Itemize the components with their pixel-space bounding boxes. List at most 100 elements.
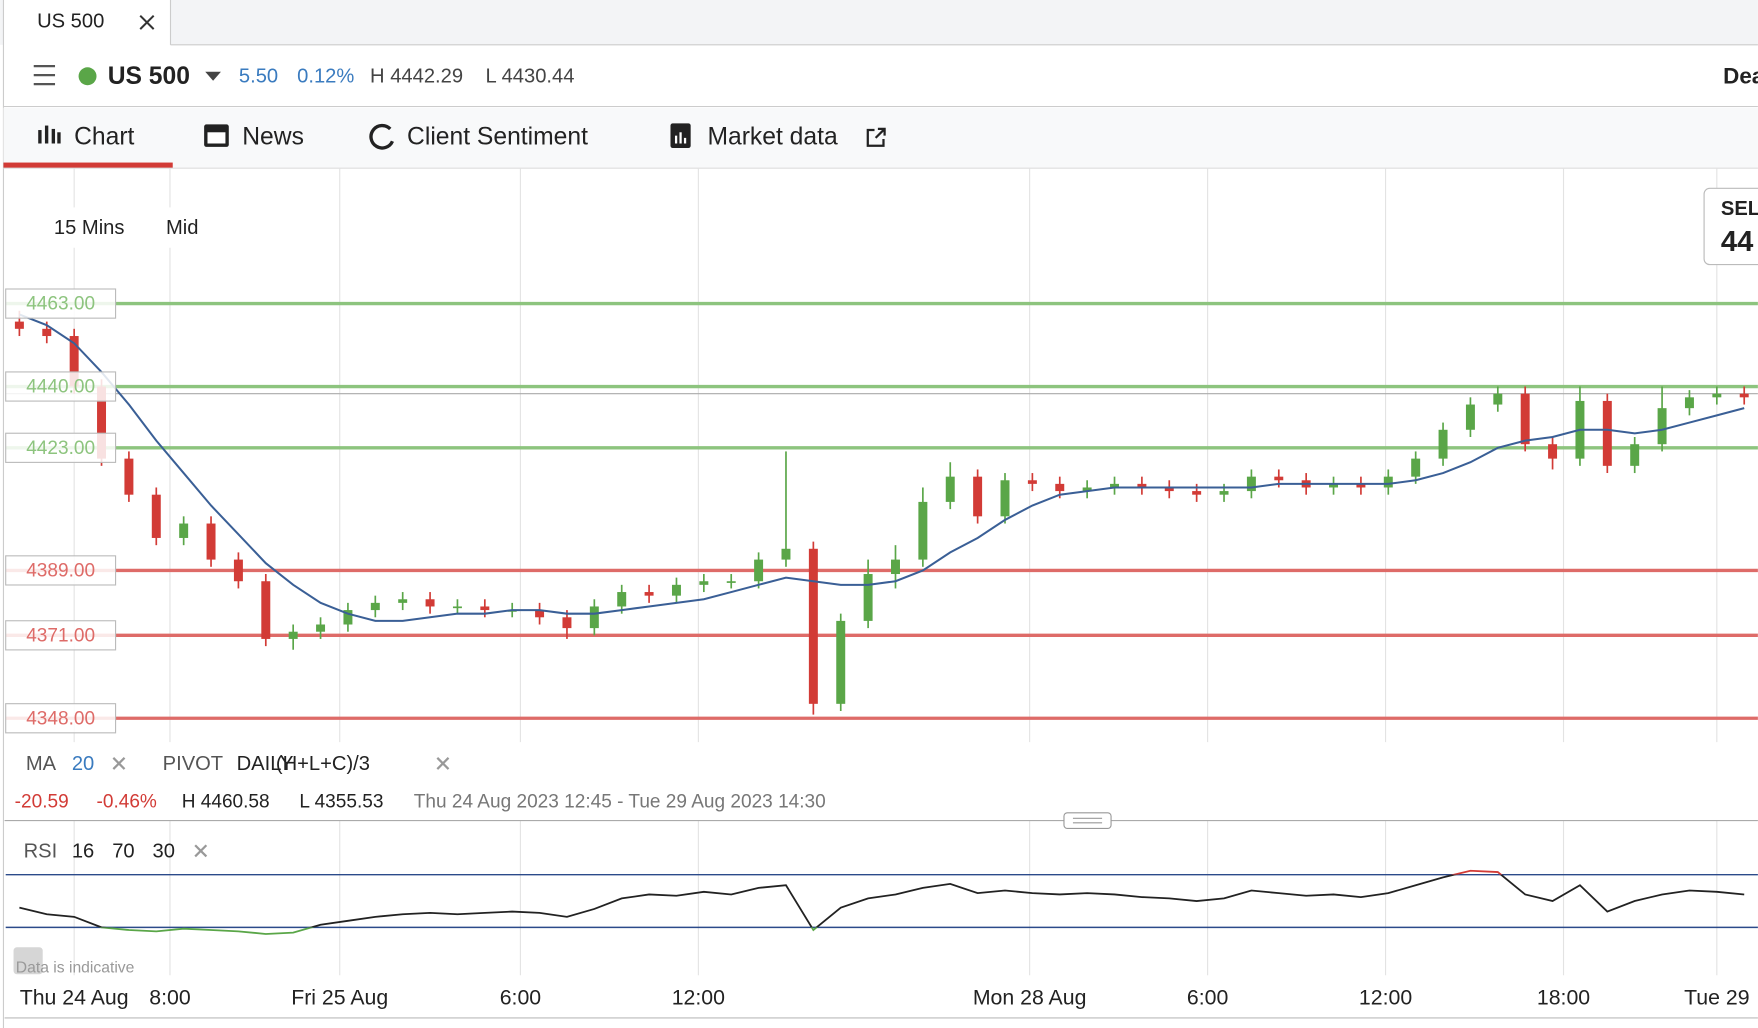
remove-ma[interactable] — [112, 757, 126, 770]
sell-button[interactable] — [1703, 187, 1758, 266]
level-label: 4440.00 — [26, 377, 95, 398]
price-type[interactable]: Mid — [166, 217, 198, 239]
level-label: 4423.00 — [26, 438, 95, 459]
level-label-box — [5, 555, 117, 586]
candle-body — [589, 606, 599, 629]
candle-body — [754, 559, 764, 582]
market-icon — [670, 123, 691, 148]
candle-body — [1164, 487, 1174, 492]
candle-body — [425, 599, 435, 607]
tab-close[interactable] — [139, 14, 155, 30]
change-pct: 0.12% — [297, 66, 354, 88]
candle-body — [1274, 476, 1284, 481]
menu-icon[interactable] — [33, 65, 56, 86]
candle-body — [1520, 393, 1530, 445]
level-label: 4389.00 — [26, 561, 95, 582]
candle-body — [97, 386, 107, 459]
x-tick-label: Tue 29 — [1684, 985, 1749, 1009]
candle-body — [1219, 491, 1229, 495]
resize-handle[interactable] — [1063, 812, 1112, 830]
candle-body — [1000, 480, 1010, 517]
deal-button[interactable]: Dea — [1723, 63, 1758, 88]
rsi-line — [1450, 869, 1503, 875]
level-label-box — [5, 703, 117, 734]
level-label: 4463.00 — [26, 294, 95, 315]
candle-body — [644, 592, 654, 596]
sell-label[interactable]: SEL — [1721, 198, 1758, 220]
active-tab-underline — [3, 162, 173, 169]
candle-body — [1383, 476, 1393, 488]
nav-tab[interactable]: Market data — [707, 123, 837, 150]
pivot-label: PIVOT — [163, 753, 223, 775]
remove-rsi[interactable] — [194, 844, 208, 858]
nav-tab[interactable]: Chart — [74, 123, 134, 150]
candle-body — [1082, 487, 1092, 492]
calendar-icon — [13, 947, 43, 975]
nav-tab[interactable]: News — [242, 123, 304, 150]
pivot-formula: (H+L+C)/3 — [276, 753, 370, 775]
candle-body — [617, 592, 627, 607]
candle-body — [206, 523, 216, 560]
candle-body — [343, 610, 353, 625]
candle-body — [918, 501, 928, 560]
ma-line — [19, 313, 1745, 622]
candle-body — [124, 458, 134, 495]
status-dot — [78, 67, 97, 86]
nav-bar — [3, 107, 1758, 169]
candle-body — [370, 602, 380, 611]
candle-body — [671, 584, 681, 596]
level-label: 4348.00 — [26, 708, 95, 729]
change: 5.50 — [239, 66, 278, 88]
candle-body — [42, 328, 52, 337]
candle-body — [1602, 400, 1612, 466]
x-tick-label: 12:00 — [1359, 985, 1412, 1009]
tab[interactable] — [3, 0, 171, 46]
candle-body — [1246, 476, 1256, 492]
x-tick-label: 6:00 — [1187, 985, 1228, 1009]
candle-body — [973, 476, 983, 517]
candle-body — [480, 606, 490, 611]
x-tick-label: 8:00 — [149, 985, 190, 1009]
legend-area — [4, 742, 1758, 821]
level-label-box — [5, 288, 117, 319]
candle-body — [316, 624, 326, 632]
candle-body — [562, 617, 572, 629]
external-icon — [866, 127, 886, 147]
candle-body — [726, 581, 736, 583]
sell-price[interactable]: 44 — [1721, 226, 1754, 258]
level-label: 4371.00 — [26, 625, 95, 646]
interval[interactable]: 15 Mins — [54, 217, 125, 239]
candle-body — [1027, 480, 1037, 484]
candle-body — [1356, 483, 1366, 488]
candle-body — [14, 321, 24, 329]
dropdown[interactable] — [205, 71, 221, 81]
candle-body — [1548, 444, 1558, 459]
rsi-upper: 70 — [112, 840, 134, 862]
candle-body — [1192, 491, 1202, 495]
sentiment-icon — [369, 123, 395, 150]
candle-body — [808, 548, 818, 704]
candle-body — [699, 581, 709, 585]
rsi-lower: 30 — [153, 840, 175, 862]
candle-body — [1712, 393, 1722, 398]
rsi-line — [19, 874, 1745, 928]
candle-body — [1684, 397, 1694, 409]
candle-body — [945, 476, 955, 502]
candle-body — [179, 523, 189, 538]
candle-body — [1657, 408, 1667, 445]
candle-body — [233, 559, 243, 582]
nav-tab[interactable]: Client Sentiment — [407, 123, 588, 150]
instrument[interactable]: US 500 — [108, 63, 190, 90]
candle-body — [1739, 393, 1749, 398]
x-tick-label: 12:00 — [672, 985, 725, 1009]
low: L 4430.44 — [486, 66, 575, 88]
tab-bar — [0, 0, 1758, 45]
controls — [5, 207, 208, 248]
candle-body — [836, 620, 846, 704]
pivot-period: DAILY — [237, 753, 294, 775]
candle-body — [1137, 483, 1147, 488]
rsi-line — [99, 927, 818, 935]
ma-period: 20 — [72, 753, 94, 775]
remove-pivot[interactable] — [436, 757, 450, 770]
